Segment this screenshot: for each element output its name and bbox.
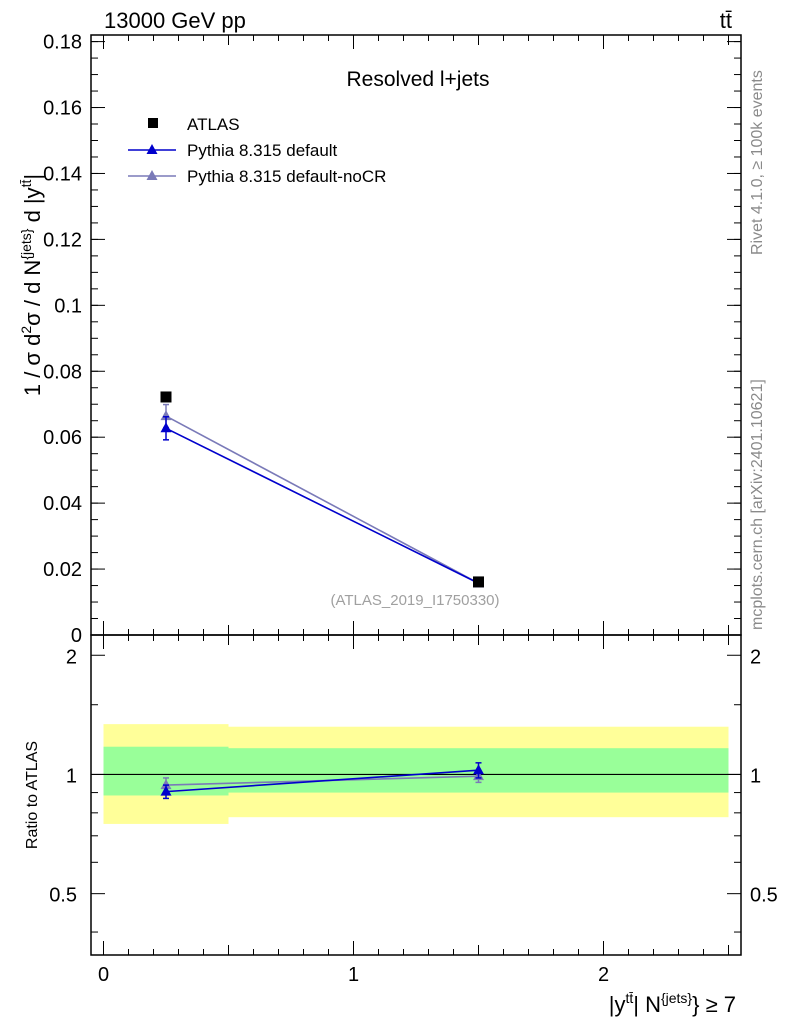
xlabel-prefix: |y	[609, 992, 626, 1017]
legend-atlas-marker	[148, 118, 158, 128]
ratio-series	[160, 762, 484, 800]
main-ylabel-mid: σ / d N	[20, 260, 45, 326]
mcplots-label: mcplots.cern.ch [arXiv:2401.10621]	[749, 379, 766, 630]
main-panel: 0 0.02 0.04 0.06 0.08 0.1 0.12 0.14 0.16 0.18 Res…	[18, 32, 742, 647]
main-ytick-label: 0	[71, 625, 82, 647]
main-ylabel: 1 / σ d2σ / d N{jets} d |ytt̄|	[18, 174, 45, 396]
xlabel-sup-tt: tt̄	[625, 990, 633, 1006]
main-point-atlas	[160, 391, 172, 403]
ratio-ytick-label-right: 2	[750, 646, 761, 668]
main-ytick-label: 0.06	[43, 427, 82, 449]
ratio-point-triangle	[473, 764, 484, 775]
ratio-xtick-label: 0	[98, 964, 109, 986]
main-ytick-label: 0.16	[43, 98, 82, 120]
ratio-ytick-label: 0.5	[49, 885, 77, 907]
ratio-ylabel: Ratio to ATLAS	[24, 741, 41, 849]
main-ylabel-sup-jets: {jets}	[18, 228, 34, 259]
ratio-series-line	[165, 769, 479, 793]
ratio-point-triangle	[160, 779, 172, 790]
legend-nocr-marker	[146, 170, 158, 180]
main-ytick-label: 0.18	[43, 32, 82, 54]
main-ytick-label: 0.14	[43, 163, 82, 185]
legend-nocr-label: Pythia 8.315 default-noCR	[187, 167, 386, 186]
main-ylabel-end: |	[20, 174, 45, 180]
ratio-xtick-label: 1	[348, 964, 359, 986]
legend: ATLAS Pythia 8.315 default Pythia 8.315 …	[128, 115, 386, 186]
legend-default-marker	[146, 144, 158, 154]
main-ylabel-suffix: d |y	[20, 187, 45, 228]
main-series-line	[165, 427, 479, 584]
main-axes: 0 0.02 0.04 0.06 0.08 0.1 0.12 0.14 0.16 0.18	[43, 32, 741, 647]
main-ylabel-sup2: 2	[18, 326, 34, 334]
main-series-line	[165, 415, 479, 584]
main-ytick-label: 0.1	[54, 295, 82, 317]
rivet-label: Rivet 4.1.0, ≥ 100k events	[749, 70, 766, 255]
process-label: tt̄	[720, 8, 732, 33]
ratio-ytick-label: 2	[66, 646, 77, 668]
ratio-point-triangle	[160, 785, 172, 796]
legend-atlas-label: ATLAS	[187, 115, 240, 134]
xlabel-suffix: } ≥ 7	[692, 992, 736, 1017]
main-ylabel-sup-tt: tt̄	[18, 179, 34, 187]
ratio-panel: 0.5 0.5 1 1 2 2 0 1 2 Ratio to ATLAS	[24, 634, 778, 986]
main-ylabel-prefix: 1 / σ d	[20, 334, 45, 397]
xlabel-mid: | N	[633, 992, 661, 1017]
ratio-ytick-label: 1	[66, 765, 77, 787]
analysis-label: (ATLAS_2019_I1750330)	[330, 592, 499, 609]
ratio-ytick-label-right: 0.5	[750, 885, 778, 907]
energy-label: 13000 GeV pp	[104, 8, 246, 33]
main-point-triangle	[160, 410, 172, 421]
main-ytick-label: 0.02	[43, 559, 82, 581]
x-axis-label: |ytt̄| N{jets}} ≥ 7	[609, 990, 736, 1017]
ratio-frame	[90, 634, 742, 956]
main-series	[160, 391, 484, 588]
main-ytick-label: 0.08	[43, 361, 82, 383]
main-ytick-label: 0.12	[43, 229, 82, 251]
main-ytick-label: 0.04	[43, 493, 82, 515]
main-point-triangle	[160, 422, 172, 433]
legend-default-label: Pythia 8.315 default	[187, 141, 338, 160]
main-point-atlas	[473, 576, 484, 588]
ratio-xtick-label: 2	[598, 964, 609, 986]
ratio-ytick-label-right: 1	[750, 765, 761, 787]
main-title: Resolved l+jets	[347, 68, 490, 91]
ratio-axes: 0.5 0.5 1 1 2 2 0 1 2	[49, 635, 778, 986]
xlabel-sup-jets: {jets}	[661, 990, 692, 1006]
